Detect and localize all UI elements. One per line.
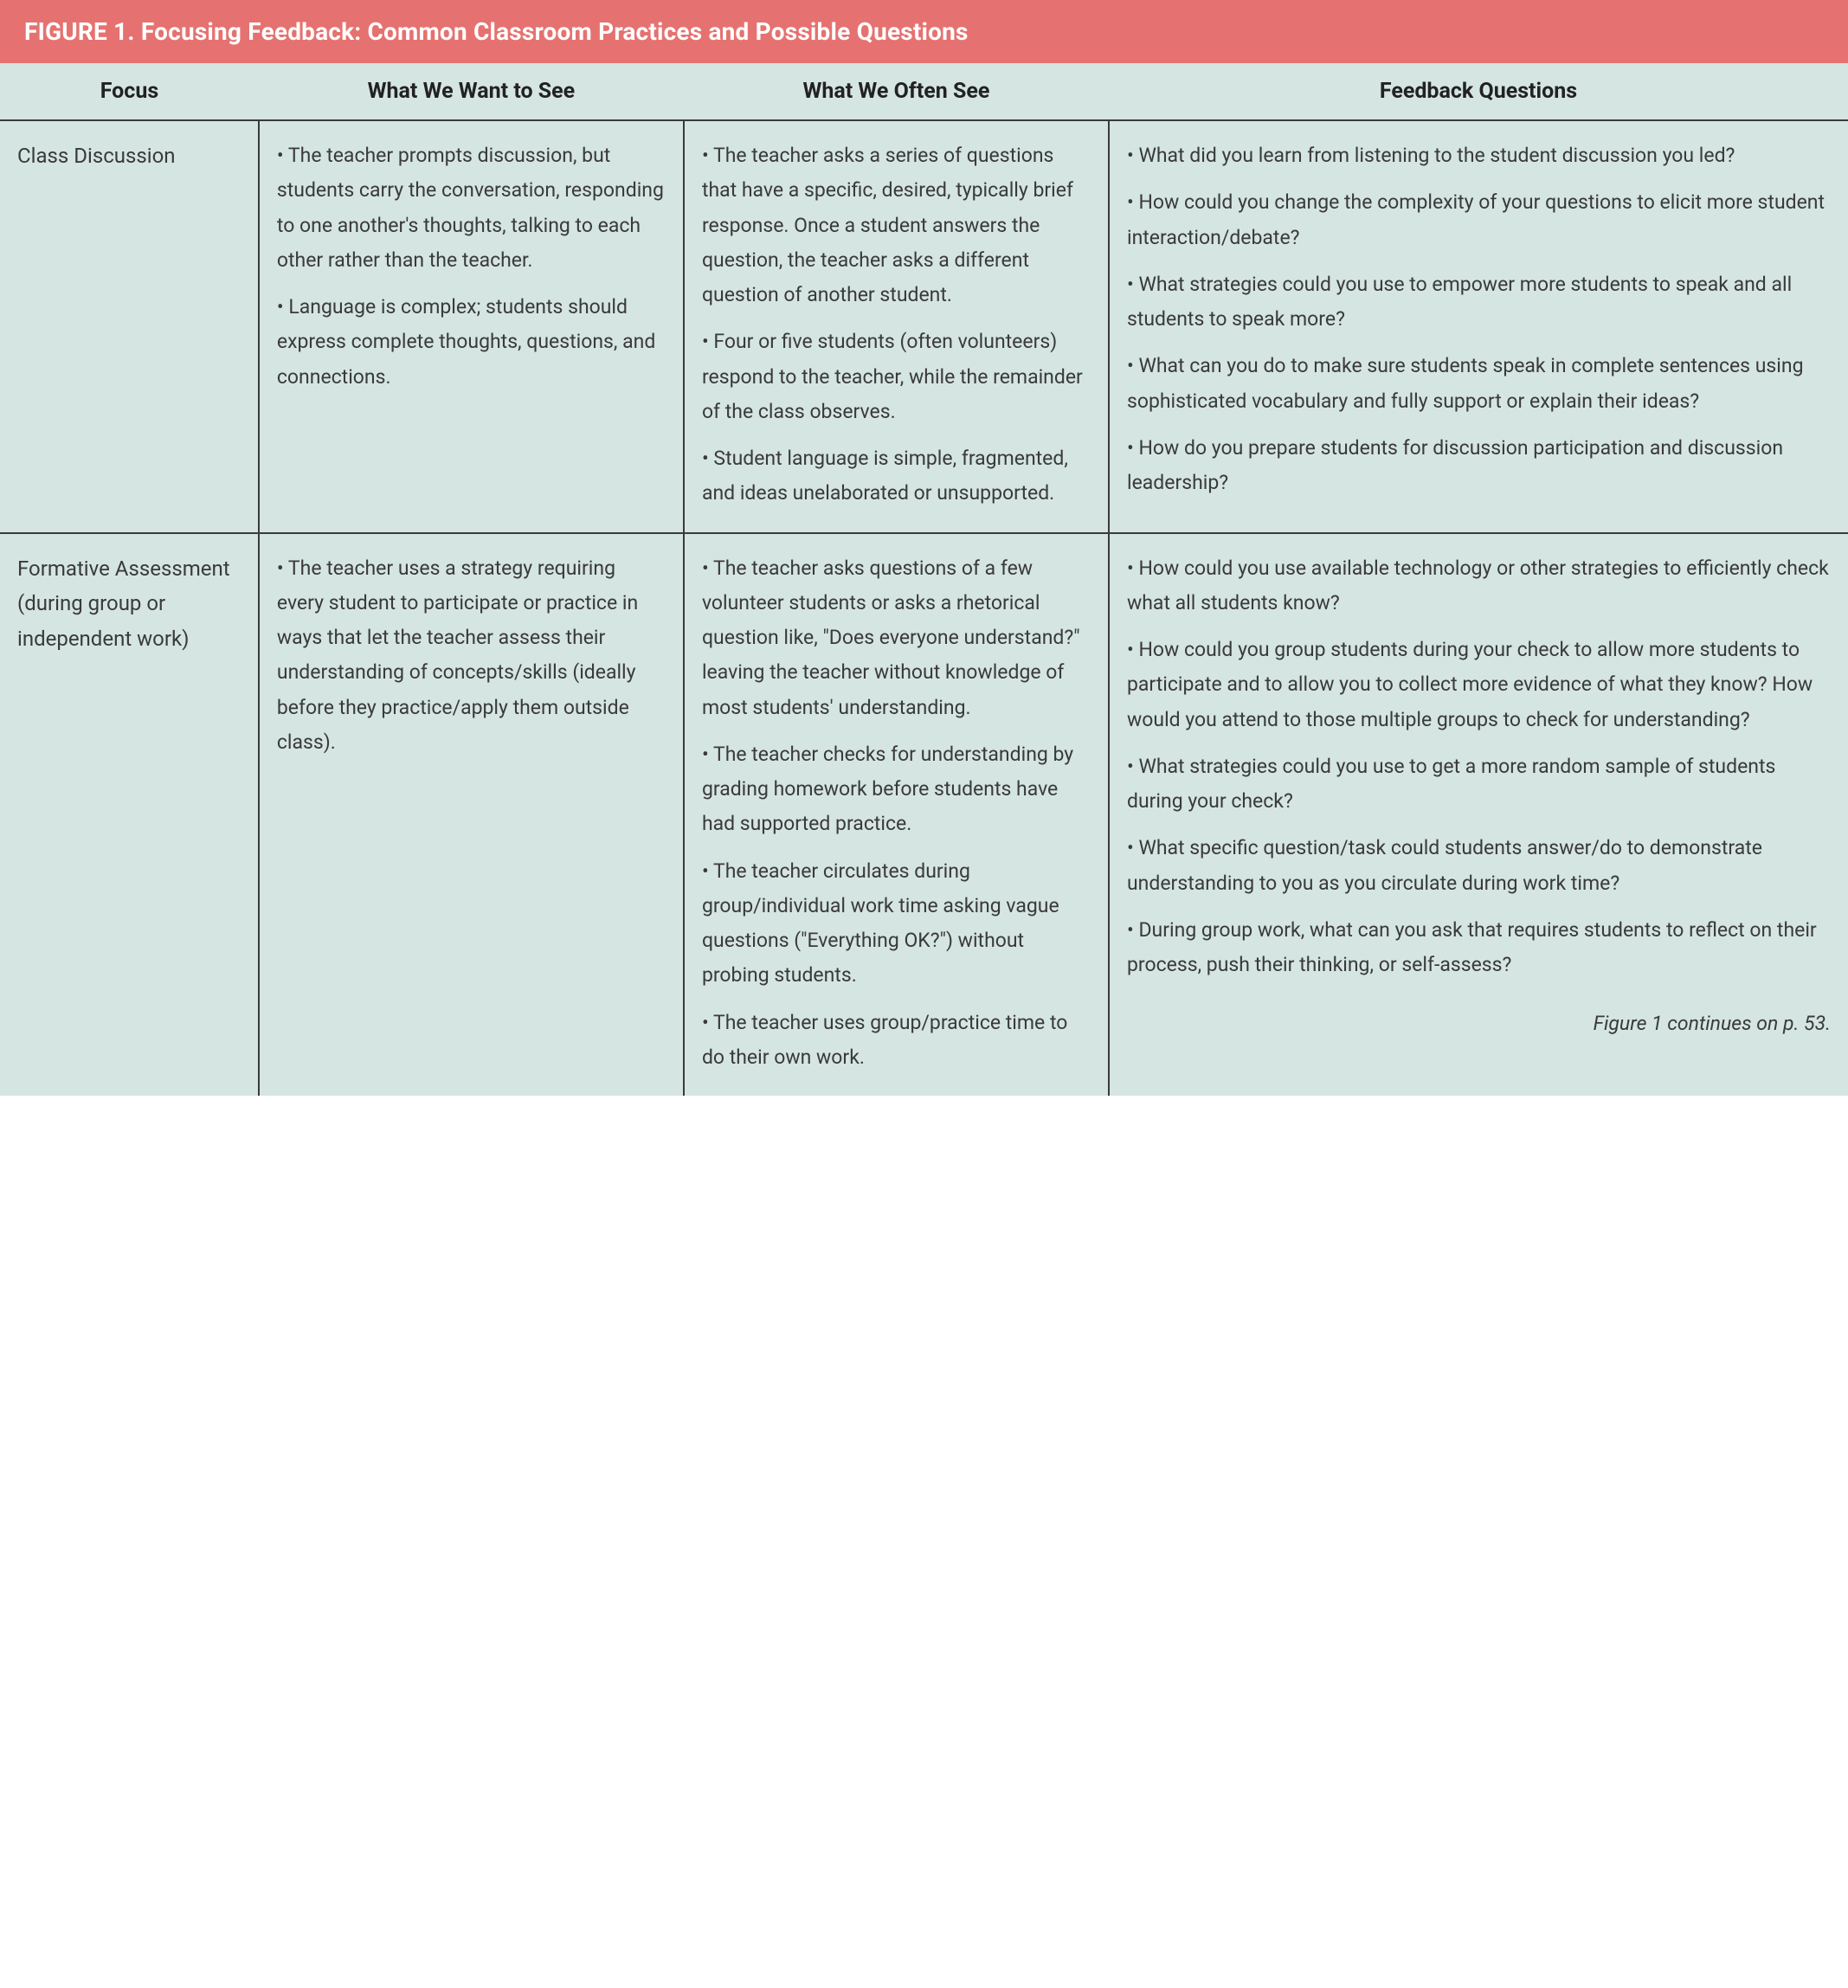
list-item: • What strategies could you use to empow… [1127,267,1831,338]
bullet-text: The teacher prompts discussion, but stud… [277,144,664,272]
bullet-text: The teacher asks a series of questions t… [702,144,1073,306]
col-header-often: What We Often See [684,63,1109,120]
bullet-text: Language is complex; students should exp… [277,295,655,389]
figure-container: FIGURE 1. Focusing Feedback: Common Clas… [0,0,1848,1096]
bullet-text: Four or five students (often volunteers)… [702,330,1083,423]
list-item: • How do you prepare students for discus… [1127,431,1831,501]
col-header-want: What We Want to See [259,63,684,120]
list-item: • The teacher asks questions of a few vo… [702,551,1091,725]
figure-title: FIGURE 1. Focusing Feedback: Common Clas… [0,0,1848,63]
col-header-feedback: Feedback Questions [1109,63,1848,120]
col-header-focus: Focus [0,63,259,120]
continues-note: Figure 1 continues on p. 53. [1127,1007,1831,1041]
want-cell: • The teacher prompts discussion, but st… [259,120,684,533]
list-item: • The teacher prompts discussion, but st… [277,138,666,278]
list-item: • Four or five students (often volunteer… [702,325,1091,429]
feedback-cell: • How could you use available technology… [1109,533,1848,1097]
list-item: • The teacher asks a series of questions… [702,138,1091,312]
bullet-text: How do you prepare students for discussi… [1127,436,1783,494]
list-item: • Student language is simple, fragmented… [702,441,1091,511]
bullet-text: The teacher checks for understanding by … [702,743,1073,836]
list-item: • The teacher checks for understanding b… [702,737,1091,842]
bullet-text: The teacher circulates during group/indi… [702,859,1059,988]
often-cell: • The teacher asks a series of questions… [684,120,1109,533]
list-item: • The teacher uses group/practice time t… [702,1006,1091,1076]
table-row: Formative Assessment (during group or in… [0,533,1848,1097]
bullet-text: What specific question/task could studen… [1127,836,1762,894]
list-item: • The teacher uses a strategy requiring … [277,551,666,761]
bullet-text: Student language is simple, fragmented, … [702,447,1068,505]
bullet-text: How could you change the complexity of y… [1127,190,1825,248]
list-item: • The teacher circulates during group/in… [702,854,1091,994]
list-item: • What did you learn from listening to t… [1127,138,1831,173]
list-item: • Language is complex; students should e… [277,290,666,395]
bullet-text: How could you use available technology o… [1127,557,1829,614]
list-item: • During group work, what can you ask th… [1127,913,1831,983]
list-item: • How could you group students during yo… [1127,633,1831,737]
bullet-text: The teacher uses group/practice time to … [702,1011,1067,1069]
often-cell: • The teacher asks questions of a few vo… [684,533,1109,1097]
feedback-table: Focus What We Want to See What We Often … [0,63,1848,1096]
feedback-cell: • What did you learn from listening to t… [1109,120,1848,533]
bullet-text: What strategies could you use to get a m… [1127,755,1775,813]
focus-cell: Class Discussion [0,120,259,533]
list-item: • How could you use available technology… [1127,551,1831,621]
bullet-text: The teacher uses a strategy requiring ev… [277,557,638,754]
bullet-text: What did you learn from listening to the… [1138,144,1735,167]
want-cell: • The teacher uses a strategy requiring … [259,533,684,1097]
bullet-text: How could you group students during your… [1127,638,1813,731]
list-item: • What specific question/task could stud… [1127,831,1831,901]
bullet-text: The teacher asks questions of a few volu… [702,557,1080,719]
bullet-text: What can you do to make sure students sp… [1127,354,1804,412]
bullet-text: What strategies could you use to empower… [1127,273,1792,331]
bullet-text: During group work, what can you ask that… [1127,918,1817,976]
list-item: • What strategies could you use to get a… [1127,750,1831,820]
list-item: • How could you change the complexity of… [1127,185,1831,255]
focus-cell: Formative Assessment (during group or in… [0,533,259,1097]
table-row: Class Discussion • The teacher prompts d… [0,120,1848,533]
list-item: • What can you do to make sure students … [1127,349,1831,419]
